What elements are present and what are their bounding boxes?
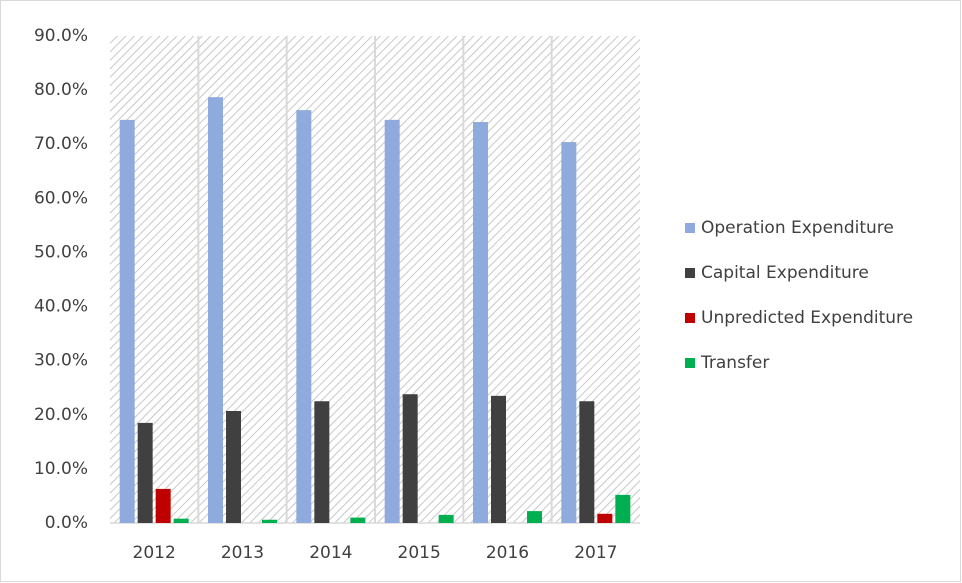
bar: [527, 511, 542, 523]
legend-label: Operation Expenditure: [701, 218, 894, 238]
x-tick-label: 2012: [133, 543, 176, 563]
legend-swatch: [685, 223, 695, 233]
legend-label: Transfer: [700, 353, 769, 373]
bar: [226, 410, 241, 523]
legend-label: Unpredicted Expenditure: [701, 308, 913, 328]
x-tick-label: 2016: [486, 543, 529, 563]
y-tick-label: 50.0%: [34, 242, 88, 262]
bar: [473, 122, 488, 523]
bar: [561, 142, 577, 523]
bar: [314, 401, 330, 523]
legend-swatch: [685, 358, 695, 368]
x-tick-label: 2013: [221, 543, 264, 563]
legend-swatch: [685, 313, 695, 323]
bar: [402, 394, 418, 523]
bar: [384, 119, 400, 523]
bar: [615, 494, 631, 523]
y-tick-label: 20.0%: [34, 405, 88, 425]
bar: [119, 119, 135, 523]
bar: [491, 395, 506, 523]
y-tick-label: 80.0%: [34, 80, 88, 100]
y-tick-label: 10.0%: [34, 459, 88, 479]
y-tick-label: 60.0%: [34, 188, 88, 208]
legend-label: Capital Expenditure: [701, 263, 869, 283]
bar: [137, 422, 153, 523]
bar: [155, 488, 171, 523]
y-tick-label: 70.0%: [34, 134, 88, 154]
x-tick-label: 2014: [309, 543, 352, 563]
y-tick-label: 90.0%: [34, 26, 88, 46]
bar: [597, 513, 613, 523]
y-tick-label: 40.0%: [34, 297, 88, 317]
x-tick-label: 2015: [398, 543, 441, 563]
y-tick-label: 0.0%: [45, 513, 88, 533]
bar: [350, 517, 366, 523]
y-tick-label: 30.0%: [34, 351, 88, 371]
bar: [438, 514, 454, 523]
bar: [173, 518, 189, 523]
legend-swatch: [685, 268, 695, 278]
bar: [579, 401, 595, 523]
bar: [296, 110, 312, 523]
x-tick-label: 2017: [574, 543, 617, 563]
bar: [262, 519, 277, 523]
bar: [208, 97, 223, 523]
